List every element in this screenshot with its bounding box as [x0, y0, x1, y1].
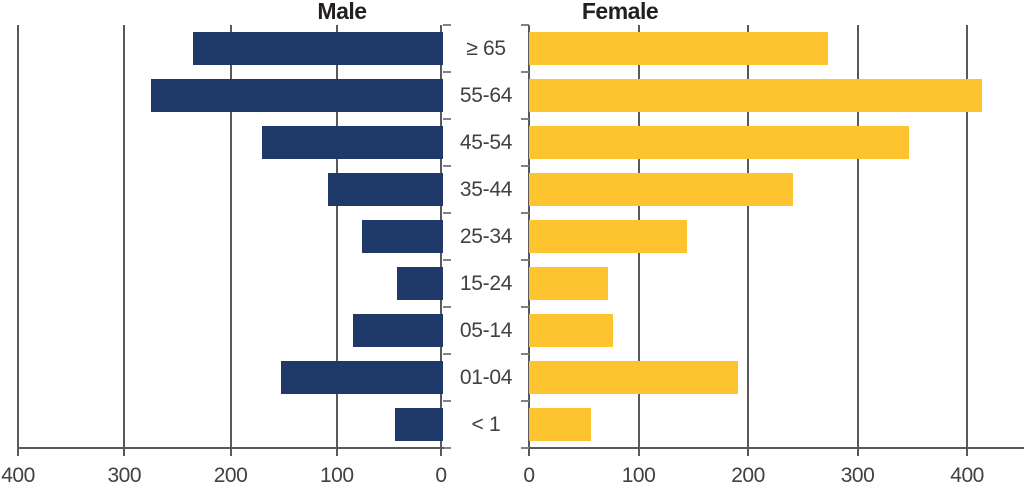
- axis-tick: [528, 447, 530, 456]
- female-bar-7: [529, 361, 738, 394]
- female-bar-1: [529, 79, 982, 112]
- gridline: [966, 25, 969, 448]
- axis-tick-label: 0: [523, 464, 535, 487]
- axis-tick: [443, 353, 451, 355]
- axis-tick: [443, 71, 451, 73]
- axis-tick: [335, 447, 338, 456]
- female-bar-8: [529, 408, 591, 441]
- female-bar-0: [529, 32, 828, 65]
- axis-tick: [856, 447, 859, 456]
- axis-tick: [123, 447, 126, 456]
- axis-tick-label: 300: [840, 464, 875, 487]
- gridline: [856, 25, 859, 448]
- axis-tick-label: 0: [435, 464, 447, 487]
- male-bar-7: [281, 361, 443, 394]
- axis-tick-label: 400: [1, 464, 35, 487]
- age-label-3: 35-44: [459, 178, 513, 201]
- age-label-6: 05-14: [459, 319, 513, 342]
- axis-tick: [443, 118, 451, 120]
- axis-tick: [521, 118, 529, 120]
- male-bar-2: [262, 126, 443, 159]
- male-bar-8: [395, 408, 443, 441]
- female-bar-2: [529, 126, 909, 159]
- male-plot-area: 400 300 200 100 0: [1, 24, 451, 487]
- gridline: [335, 25, 338, 448]
- axis-tick: [443, 259, 451, 261]
- axis-tick: [443, 212, 451, 214]
- age-label-4: 25-34: [459, 225, 513, 248]
- age-label-0: ≥ 65: [466, 37, 506, 60]
- axis-tick: [521, 400, 529, 402]
- x-axis-line: [529, 447, 1024, 449]
- axis-tick-label: 100: [621, 464, 656, 487]
- gridline: [747, 25, 750, 448]
- axis-tick: [521, 306, 529, 308]
- age-label-5: 15-24: [459, 272, 513, 295]
- axis-tick: [443, 400, 451, 402]
- gridline: [123, 25, 126, 448]
- female-chart-title: Female: [581, 0, 659, 24]
- axis-tick-label: 200: [731, 464, 765, 487]
- x-axis-line: [18, 447, 444, 449]
- axis-tick-label: 300: [107, 464, 142, 487]
- axis-tick: [440, 447, 442, 456]
- axis-tick: [521, 71, 529, 73]
- axis-tick: [17, 447, 19, 456]
- male-chart-title: Male: [317, 0, 367, 24]
- female-bar-4: [529, 220, 687, 253]
- axis-tick: [521, 165, 529, 167]
- age-label-2: 45-54: [459, 131, 513, 154]
- axis-tick: [443, 165, 451, 167]
- male-bar-6: [353, 314, 443, 347]
- axis-tick: [521, 24, 529, 26]
- axis-tick: [443, 306, 451, 308]
- axis-tick: [521, 212, 529, 214]
- axis-tick: [521, 259, 529, 261]
- male-bar-1: [151, 79, 443, 112]
- age-label-8: < 1: [471, 413, 501, 436]
- axis-tick: [521, 447, 529, 449]
- male-bar-5: [397, 267, 443, 300]
- male-bar-3: [328, 173, 443, 206]
- female-plot-area: 0 100 200 300 400: [521, 24, 1024, 487]
- axis-tick: [229, 447, 232, 456]
- female-bar-6: [529, 314, 613, 347]
- male-bar-0: [193, 32, 443, 65]
- axis-tick: [443, 447, 451, 449]
- female-bar-3: [529, 173, 793, 206]
- male-bar-4: [362, 220, 443, 253]
- axis-tick: [521, 353, 529, 355]
- gridline: [229, 25, 232, 448]
- axis-tick-label: 400: [950, 464, 984, 487]
- axis-tick-label: 200: [213, 464, 248, 487]
- axis-tick-label: 100: [319, 464, 354, 487]
- female-bar-5: [529, 267, 608, 300]
- axis-tick: [747, 447, 750, 456]
- axis-tick: [443, 24, 451, 26]
- age-group-labels: ≥ 65 55-64 45-54 35-44 25-34 15-24 05-14 01-04 <…: [443, 25, 529, 448]
- axis-tick: [637, 447, 640, 456]
- age-label-1: 55-64: [459, 84, 513, 107]
- age-label-7: 01-04: [459, 366, 513, 389]
- gridline: [17, 25, 19, 448]
- axis-tick: [966, 447, 969, 456]
